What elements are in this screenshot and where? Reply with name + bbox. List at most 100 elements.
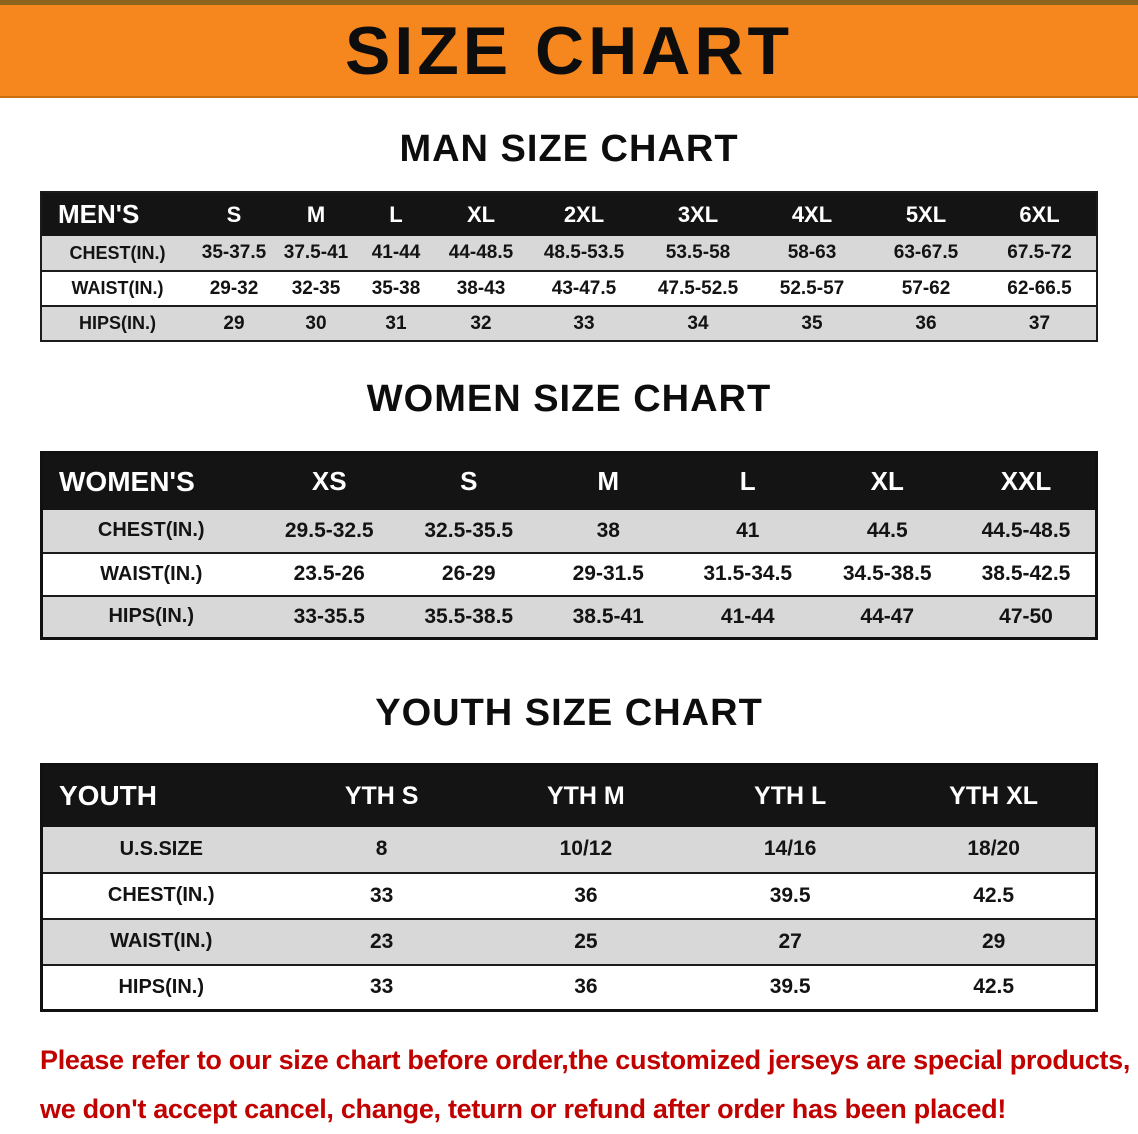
size-value-cell: 33: [369, 975, 394, 999]
size-header-cell: L: [357, 192, 435, 236]
size-value-cell: 38.5-41: [572, 604, 644, 628]
disclaimer-line-2: we don't accept cancel, change, teturn o…: [40, 1094, 1007, 1124]
size-value-cell: 41-44: [371, 242, 421, 263]
size-value-cell: 38: [596, 518, 620, 542]
size-value-cell: 23.5-26: [293, 562, 365, 585]
measurement-row: WAIST(IN.) 29-32 32-35 35-38 38-43 43-47.5 47.…: [41, 271, 1097, 306]
size-value-cell: 32: [470, 312, 492, 334]
measurement-row: CHEST(IN.) 29.5-32.5 32.5-35.5 38 41 44.5 44.5…: [41, 509, 1097, 553]
size-value-cell: 35-37.5: [201, 242, 267, 263]
size-value-cell: 35-38: [371, 277, 421, 299]
size-value-cell: 14/16: [763, 837, 817, 860]
size-value-cell: 36: [915, 312, 937, 334]
size-value-cell: 42.5: [973, 883, 1015, 907]
size-value-cell: 29: [981, 929, 1006, 953]
size-value-cell: 52.5-57: [779, 277, 845, 299]
size-value-cell: 38-43: [456, 277, 506, 299]
women-section-heading: WOMEN SIZE CHART: [366, 378, 772, 420]
size-value-cell: 33: [573, 312, 595, 334]
size-header-cell: 3XL: [641, 192, 755, 236]
size-value-cell: 44.5: [866, 518, 908, 542]
size-value-cell: 38.5-42.5: [981, 562, 1071, 585]
measurement-row: CHEST(IN.) 35-37.5 37.5-41 41-44 44-48.5 48.5…: [41, 236, 1097, 271]
row-label-cell: CHEST(IN.): [69, 242, 166, 263]
size-header-cell: 6XL: [983, 192, 1097, 236]
size-value-cell: 35.5-38.5: [424, 604, 514, 628]
size-value-cell: 47.5-52.5: [657, 277, 739, 299]
row-label-cell: U.S.SIZE: [119, 837, 203, 860]
size-value-cell: 10/12: [559, 837, 613, 860]
women-size-section: WOMEN SIZE CHART WOMEN'S XS S M L XL XXL CHEST(…: [0, 378, 1138, 640]
size-header-cell: M: [538, 452, 678, 510]
size-value-cell: 42.5: [973, 975, 1015, 999]
size-header-cell: XL: [817, 452, 957, 510]
size-value-cell: 67.5-72: [1007, 242, 1072, 263]
size-header-cell: 5XL: [869, 192, 983, 236]
table-title-cell: MEN'S: [41, 192, 193, 236]
header-row: YOUTH YTH S YTH M YTH L YTH XL: [41, 764, 1097, 827]
size-value-cell: 33: [369, 883, 394, 907]
size-value-cell: 31.5-34.5: [703, 562, 793, 585]
measurement-row: WAIST(IN.) 23.5-26 26-29 29-31.5 31.5-34.5 34…: [41, 552, 1097, 596]
size-value-cell: 37.5-41: [283, 242, 349, 263]
measurement-row: HIPS(IN.) 33 36 39.5 42.5: [41, 964, 1097, 1011]
row-label-cell: CHEST(IN.): [107, 884, 215, 906]
disclaimer-line-1: Please refer to our size chart before or…: [40, 1045, 1131, 1075]
size-header-cell: XL: [435, 192, 527, 236]
size-value-cell: 44.5-48.5: [981, 518, 1071, 542]
size-value-cell: 34.5-38.5: [842, 562, 932, 585]
size-value-cell: 32-35: [291, 277, 341, 299]
row-label-cell: WAIST(IN.): [100, 562, 203, 585]
size-value-cell: 36: [574, 883, 598, 907]
row-label-cell: CHEST(IN.): [97, 519, 205, 541]
measurement-row: WAIST(IN.) 23 25 27 29: [41, 918, 1097, 965]
size-value-cell: 39.5: [769, 883, 811, 907]
size-value-cell: 63-67.5: [893, 242, 959, 263]
size-value-cell: 62-66.5: [1007, 277, 1072, 299]
size-header-cell: XS: [259, 452, 399, 510]
size-value-cell: 44-47: [860, 604, 915, 628]
header-row: MEN'S S M L XL 2XL 3XL 4XL 5XL 6XL: [41, 192, 1097, 236]
size-value-cell: 57-62: [901, 277, 951, 299]
size-value-cell: 30: [305, 312, 327, 334]
men-size-table: MEN'S S M L XL 2XL 3XL 4XL 5XL 6XL CHEST(IN.) 35-37…: [40, 191, 1098, 342]
size-value-cell: 58-63: [787, 242, 837, 263]
size-value-cell: 53.5-58: [665, 242, 731, 263]
size-value-cell: 26-29: [441, 562, 496, 585]
size-value-cell: 35: [801, 312, 823, 334]
size-header-cell: 2XL: [527, 192, 641, 236]
men-size-section: MAN SIZE CHART MEN'S S M L XL 2XL 3XL 4XL 5XL 6XL…: [0, 128, 1138, 342]
size-header-cell: S: [193, 192, 275, 236]
size-value-cell: 29.5-32.5: [284, 518, 374, 542]
men-section-heading: MAN SIZE CHART: [399, 128, 739, 170]
size-value-cell: 23: [369, 929, 394, 953]
table-title-cell: WOMEN'S: [41, 452, 260, 510]
size-value-cell: 29: [223, 312, 245, 334]
table-title-cell: YOUTH: [41, 764, 280, 827]
size-value-cell: 32.5-35.5: [424, 518, 514, 542]
size-value-cell: 44-48.5: [448, 242, 514, 263]
size-value-cell: 25: [574, 929, 598, 953]
size-header-cell: YTH M: [483, 764, 688, 827]
order-disclaimer: Please refer to our size chart before or…: [40, 1036, 1138, 1134]
size-header-cell: YTH L: [688, 764, 893, 827]
size-value-cell: 37: [1028, 312, 1051, 334]
size-value-cell: 8: [375, 837, 388, 860]
size-header-cell: XXL: [957, 452, 1097, 510]
youth-section-heading: YOUTH SIZE CHART: [375, 692, 763, 734]
size-value-cell: 29-32: [209, 277, 259, 299]
measurement-row: CHEST(IN.) 33 36 39.5 42.5: [41, 872, 1097, 919]
size-header-cell: M: [275, 192, 357, 236]
youth-size-table: YOUTH YTH S YTH M YTH L YTH XL U.S.SIZE 8 10/12…: [40, 763, 1098, 1012]
size-value-cell: 43-47.5: [551, 277, 617, 299]
size-value-cell: 27: [778, 929, 802, 953]
size-value-cell: 29-31.5: [572, 562, 644, 585]
size-value-cell: 41-44: [720, 604, 775, 628]
measurement-row: HIPS(IN.) 33-35.5 35.5-38.5 38.5-41 41-44 44-…: [41, 595, 1097, 639]
size-value-cell: 34: [687, 312, 709, 334]
measurement-row: U.S.SIZE 8 10/12 14/16 18/20: [41, 826, 1097, 873]
women-size-table: WOMEN'S XS S M L XL XXL CHEST(IN.) 29.5-32.5 32.5…: [40, 451, 1098, 640]
measurement-row: HIPS(IN.) 29 30 31 32 33 34 35 36 37: [41, 306, 1097, 341]
row-label-cell: WAIST(IN.): [110, 930, 213, 952]
